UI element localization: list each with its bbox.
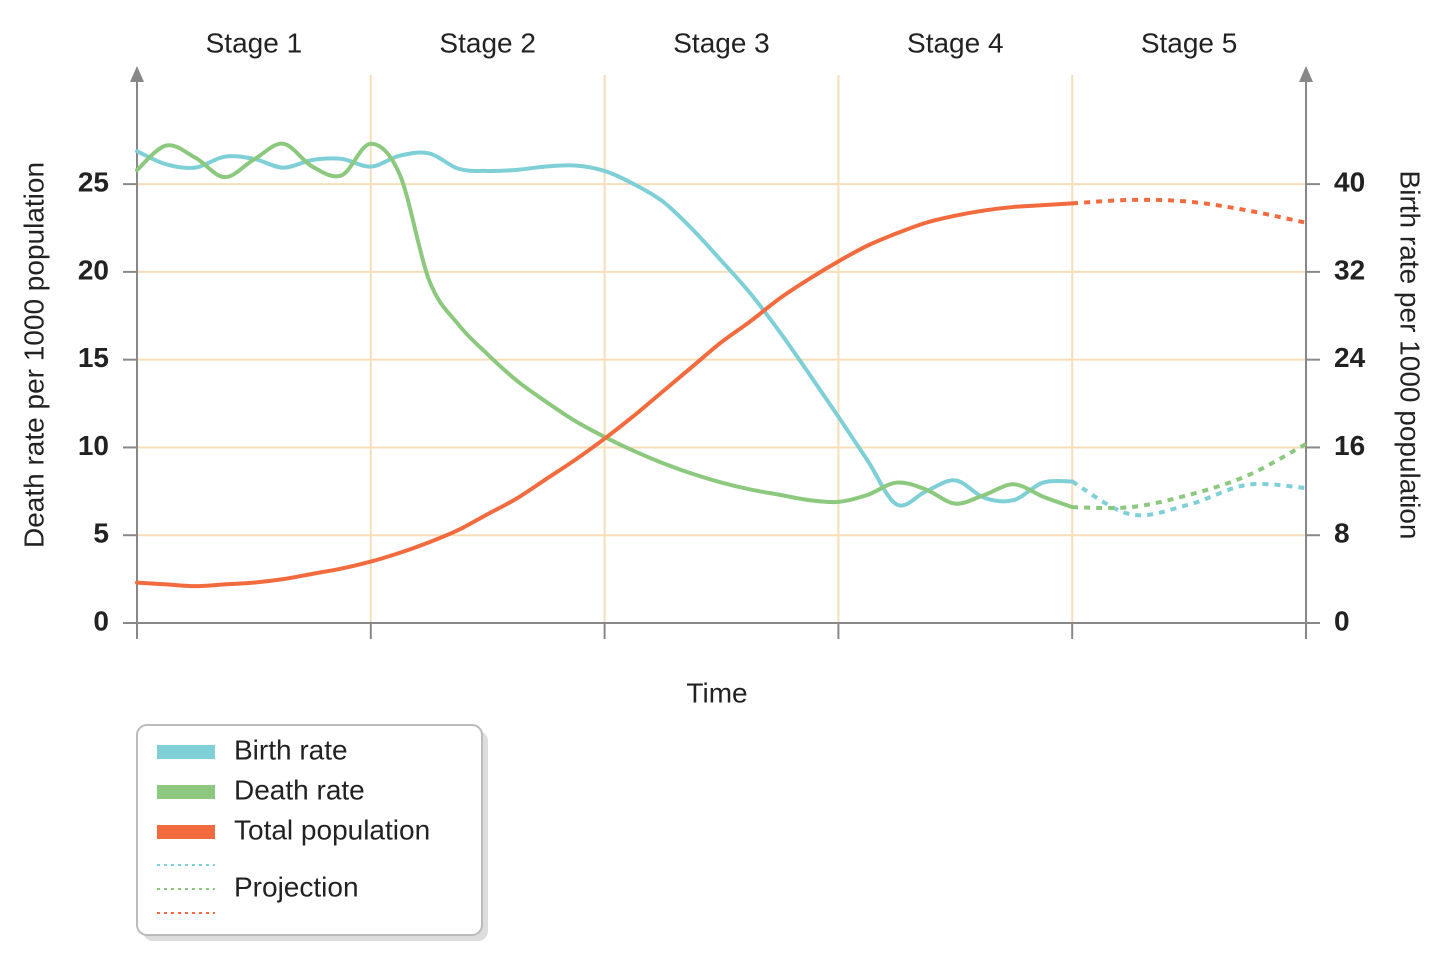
y-tick-label: 20 <box>78 254 109 285</box>
y2-tick-label: 24 <box>1334 342 1366 373</box>
stage-label: Stage 5 <box>1141 27 1238 58</box>
series-line <box>135 201 1075 589</box>
y-tick-label: 10 <box>78 430 109 461</box>
stage-label: Stage 4 <box>907 27 1004 58</box>
stage-label: Stage 2 <box>439 27 536 58</box>
legend-swatch <box>157 825 215 839</box>
legend-swatch <box>157 745 215 759</box>
y2-tick-label: 40 <box>1334 167 1365 198</box>
legend-label: Birth rate <box>234 734 348 765</box>
y-tick-label: 25 <box>78 167 109 198</box>
projection-line <box>1071 479 1307 518</box>
y-tick-label: 5 <box>93 518 109 549</box>
x-axis-title: Time <box>686 677 747 708</box>
legend-label: Total population <box>234 814 430 845</box>
series-line <box>135 149 1075 508</box>
projection-line <box>1072 442 1307 511</box>
projection-line <box>1072 197 1307 225</box>
series-line <box>135 141 1075 510</box>
y2-axis-title: Birth rate per 1000 population <box>1395 171 1426 540</box>
stage-label: Stage 1 <box>206 27 303 58</box>
y-tick-label: 15 <box>78 342 109 373</box>
legend-label: Projection <box>234 871 359 902</box>
y2-tick-label: 32 <box>1334 254 1365 285</box>
legend: Birth rate Death rate Total population Proj… <box>136 724 488 941</box>
y-tick-label: 0 <box>93 605 109 636</box>
stage-label: Stage 3 <box>673 27 770 58</box>
y2-tick-label: 0 <box>1334 605 1350 636</box>
axis-arrow <box>130 66 144 82</box>
y2-tick-label: 16 <box>1334 430 1365 461</box>
axis-arrow <box>1299 66 1313 82</box>
legend-label: Death rate <box>234 774 365 805</box>
legend-box <box>136 724 483 936</box>
legend-swatch <box>157 785 215 799</box>
y2-tick-label: 8 <box>1334 518 1350 549</box>
y-axis-title: Death rate per 1000 population <box>18 162 49 548</box>
